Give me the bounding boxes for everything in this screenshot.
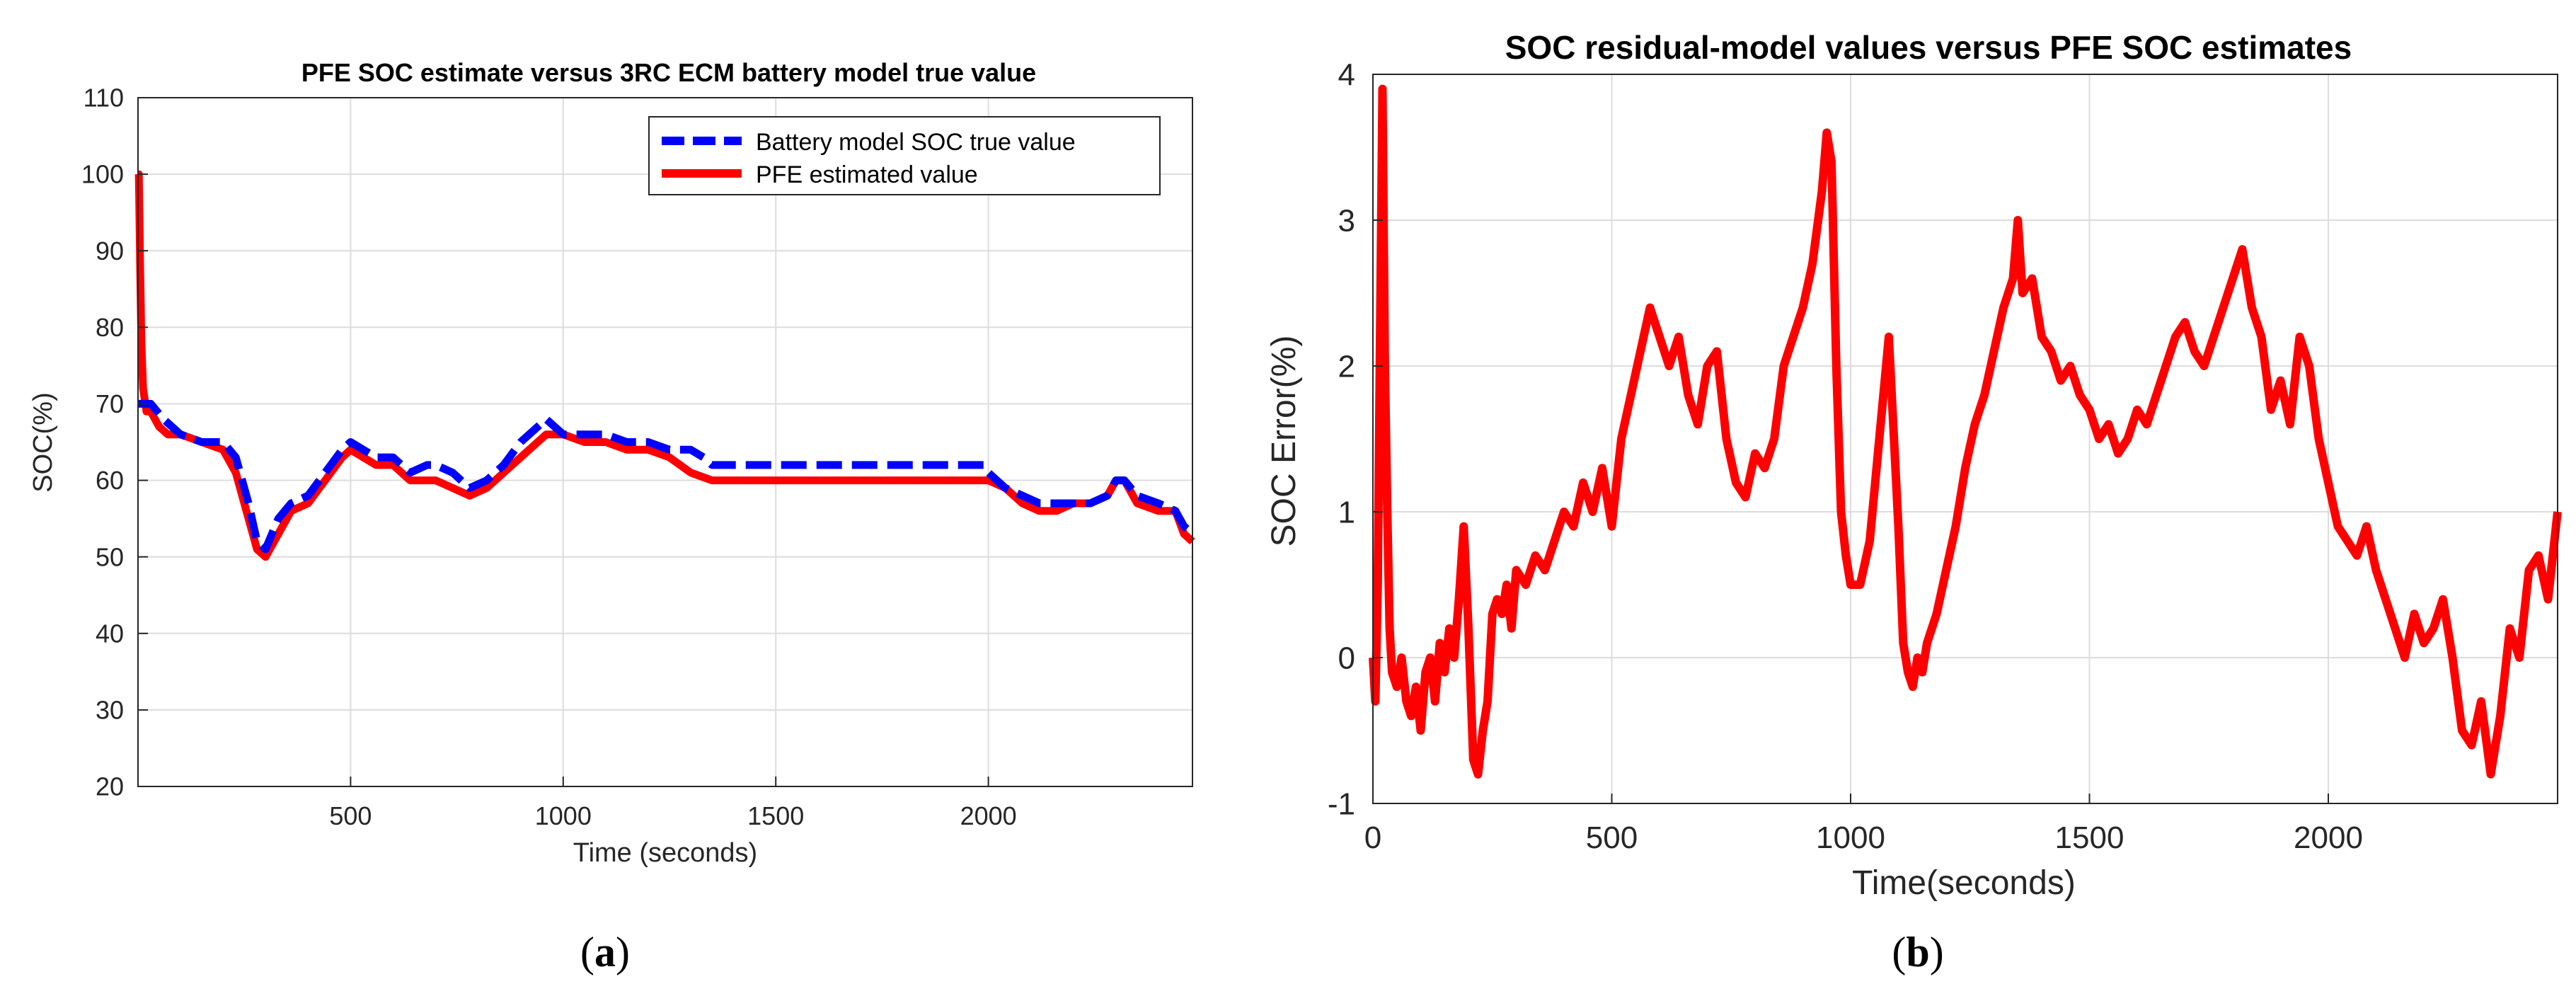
x-tick-label: 2000 xyxy=(2294,820,2363,855)
x-tick-label: 1000 xyxy=(535,801,592,830)
series-line-0 xyxy=(1369,84,2562,779)
chart-a-plot-frame xyxy=(137,97,1193,787)
chart-b-caption: (b) xyxy=(1892,929,1943,975)
chart-a-xlabel: Time (seconds) xyxy=(573,838,757,868)
y-tick-label: 2 xyxy=(1338,349,1355,384)
chart-a-legend: Battery model SOC true value PFE estimat… xyxy=(648,116,1161,195)
y-tick-label: 60 xyxy=(96,466,124,495)
y-tick-label: 3 xyxy=(1338,203,1355,238)
chart-b: SOC residual-model values versus PFE SOC… xyxy=(1265,29,2562,975)
chart-b-ticks: 0 500 1000 1500 2000 -1 0 1 2 3 4 xyxy=(1328,57,2363,855)
chart-a-grid xyxy=(138,97,1192,787)
x-tick-label: 1000 xyxy=(1816,820,1885,855)
series-line-1 xyxy=(134,170,1195,561)
chart-b-caption-letter: b xyxy=(1906,929,1929,975)
x-tick-label: 500 xyxy=(329,801,372,830)
y-tick-label: 1 xyxy=(1338,495,1355,530)
chart-a-title: PFE SOC estimate versus 3RC ECM battery … xyxy=(301,58,1036,87)
chart-a-caption: (a) xyxy=(580,929,630,975)
y-tick-label: 4 xyxy=(1338,57,1355,92)
chart-b-grid xyxy=(1372,74,2558,804)
chart-b-series xyxy=(1369,84,2562,779)
legend-label-estimated: PFE estimated value xyxy=(756,161,978,188)
x-tick-label: 500 xyxy=(1586,820,1638,855)
series-line-0 xyxy=(138,399,1195,554)
y-tick-label: 110 xyxy=(84,84,124,113)
x-tick-label: 0 xyxy=(1364,820,1381,855)
y-tick-label: 20 xyxy=(96,772,124,801)
y-tick-label: 100 xyxy=(81,160,124,189)
y-tick-label: 40 xyxy=(96,619,124,648)
chart-b-plot-frame xyxy=(1372,74,2558,804)
x-tick-label: 1500 xyxy=(2055,820,2124,855)
chart-a-series xyxy=(134,170,1195,561)
y-tick-label: 50 xyxy=(96,542,124,571)
y-tick-label: 70 xyxy=(96,389,124,418)
chart-b-ylabel: SOC Error(%) xyxy=(1265,336,1303,547)
x-tick-label: 1500 xyxy=(747,801,804,830)
legend-box xyxy=(648,116,1161,195)
chart-b-xlabel: Time(seconds) xyxy=(1852,864,2076,902)
chart-a-caption-letter: a xyxy=(594,929,616,975)
y-tick-label: 30 xyxy=(96,695,124,724)
y-tick-label: 90 xyxy=(96,236,124,265)
y-tick-label: 80 xyxy=(96,313,124,342)
chart-a-ylabel: SOC(%) xyxy=(28,392,58,492)
legend-label-true-value: Battery model SOC true value xyxy=(756,129,1076,156)
y-tick-label: 0 xyxy=(1338,641,1355,675)
y-tick-label: -1 xyxy=(1328,786,1355,821)
x-tick-label: 2000 xyxy=(960,801,1017,830)
chart-a: PFE SOC estimate versus 3RC ECM battery … xyxy=(28,58,1195,975)
chart-a-ticks: 500 1000 1500 2000 20 30 40 50 60 70 80 90 100 110 xyxy=(81,84,1017,830)
chart-b-title: SOC residual-model values versus PFE SOC… xyxy=(1505,29,2352,66)
